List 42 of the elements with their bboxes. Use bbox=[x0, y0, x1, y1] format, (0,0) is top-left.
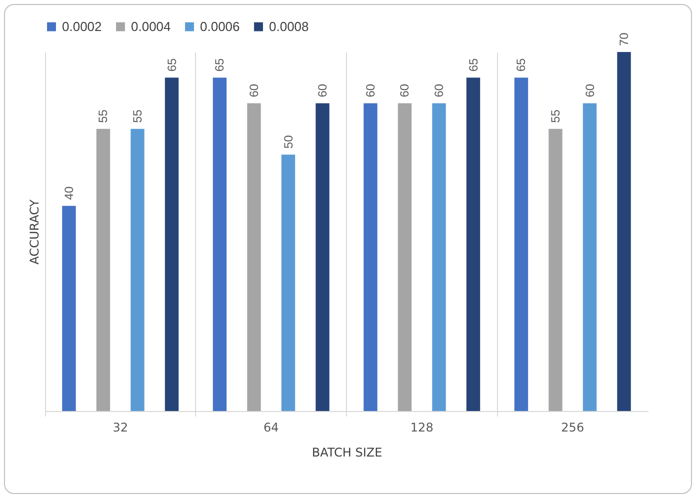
bar bbox=[62, 206, 76, 411]
legend-label: 0.0004 bbox=[131, 18, 171, 34]
legend-label: 0.0008 bbox=[269, 18, 309, 34]
data-label: 60 bbox=[582, 84, 597, 98]
x-tick-label: 32 bbox=[112, 420, 128, 434]
bar bbox=[364, 103, 378, 411]
x-tick-label: 64 bbox=[263, 420, 279, 434]
bar bbox=[316, 103, 330, 411]
bar bbox=[281, 154, 296, 411]
data-label: 65 bbox=[212, 58, 227, 72]
legend-label: 0.0002 bbox=[62, 18, 102, 34]
data-label: 55 bbox=[96, 109, 110, 123]
data-label: 60 bbox=[432, 84, 446, 98]
y-axis-title: ACCURACY bbox=[28, 198, 42, 264]
data-label: 50 bbox=[281, 134, 296, 149]
data-label: 60 bbox=[246, 84, 261, 98]
bar bbox=[130, 128, 144, 411]
legend-label: 0.0006 bbox=[200, 18, 240, 34]
bar bbox=[617, 52, 631, 411]
x-tick-label: 128 bbox=[410, 420, 434, 434]
bar bbox=[582, 103, 597, 411]
data-label: 60 bbox=[363, 84, 378, 98]
data-label: 55 bbox=[130, 109, 145, 123]
x-tick-label: 256 bbox=[561, 420, 584, 434]
data-label: 65 bbox=[466, 58, 480, 72]
bar bbox=[548, 128, 562, 411]
data-label: 60 bbox=[398, 84, 412, 98]
data-label: 65 bbox=[514, 58, 528, 72]
bar bbox=[432, 103, 446, 411]
data-label: 70 bbox=[617, 32, 632, 46]
data-label: 60 bbox=[316, 84, 330, 98]
x-axis-title: BATCH SIZE bbox=[312, 446, 382, 460]
data-label: 55 bbox=[548, 109, 562, 123]
bar bbox=[96, 128, 110, 411]
bar bbox=[398, 103, 412, 411]
bar bbox=[466, 78, 480, 411]
bar bbox=[247, 103, 261, 411]
bar bbox=[212, 78, 227, 411]
bar bbox=[514, 78, 528, 411]
data-label: 65 bbox=[164, 58, 179, 72]
data-label: 40 bbox=[62, 186, 76, 200]
bar bbox=[164, 78, 179, 411]
